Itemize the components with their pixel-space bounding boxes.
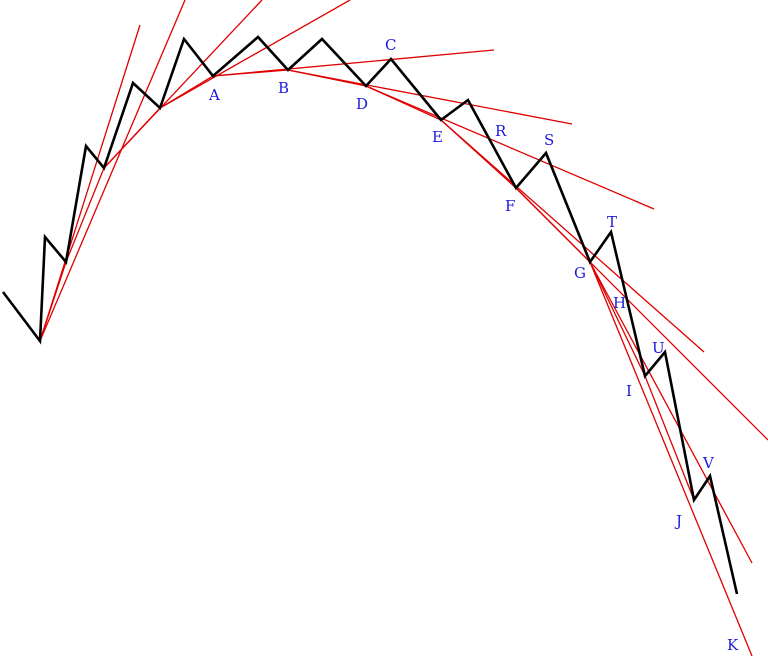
label-i: I (626, 382, 632, 400)
label-f: F (505, 197, 515, 215)
label-c: C (385, 36, 396, 54)
tangent-line-10 (589, 261, 753, 564)
label-s: S (544, 131, 554, 149)
label-v: V (702, 454, 715, 472)
label-u: U (652, 339, 665, 357)
point-labels: A B C D E R S F T G H U I V J K (208, 36, 739, 654)
label-k: K (727, 636, 739, 654)
label-b: B (278, 79, 289, 97)
label-h: H (613, 294, 626, 312)
tangent-line-8 (440, 119, 705, 353)
label-r: R (495, 122, 507, 140)
label-t: T (607, 213, 617, 231)
tangent-line-7 (365, 85, 655, 210)
label-d: D (356, 95, 368, 113)
tangent-line-6 (287, 69, 573, 125)
tangent-line-4 (159, 0, 351, 109)
tangent-line-11 (589, 261, 753, 657)
tangent-lines (39, 0, 768, 657)
label-e: E (432, 128, 443, 146)
label-j: J (674, 512, 682, 530)
tangent-line-2 (39, 0, 186, 342)
label-g: G (574, 264, 586, 282)
label-a: A (208, 86, 220, 104)
tangent-arc (39, 69, 695, 501)
price-zigzag-line (1, 35, 739, 595)
